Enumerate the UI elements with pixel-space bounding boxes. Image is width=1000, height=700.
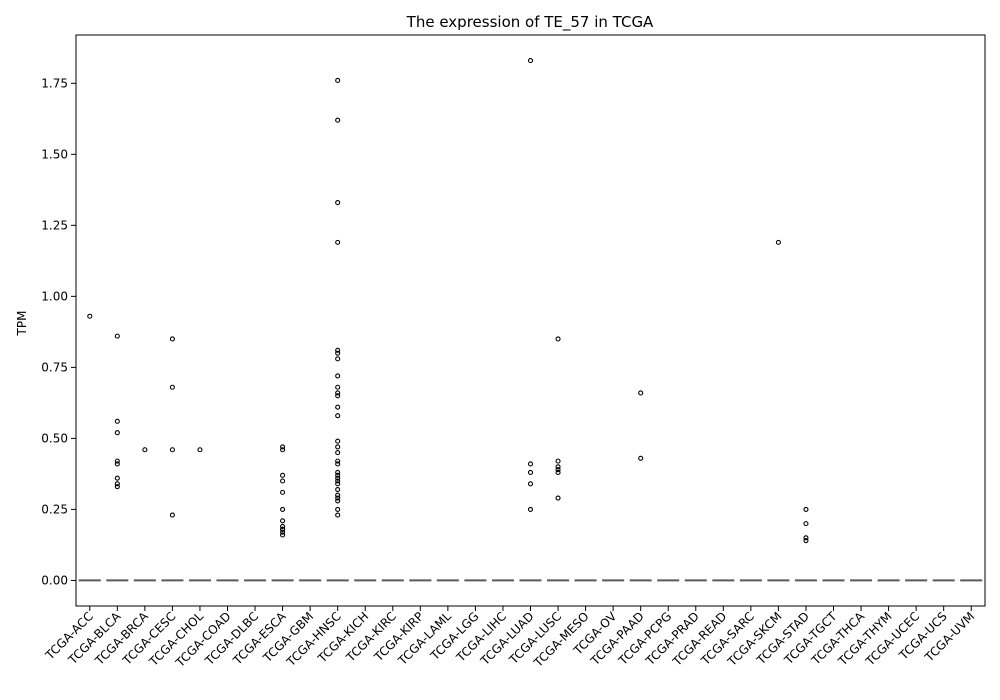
- outlier-point: [280, 489, 286, 495]
- outlier-point: [280, 529, 286, 535]
- y-axis-label: TPM: [15, 311, 29, 337]
- outlier-point: [555, 458, 561, 464]
- outlier-point: [335, 458, 341, 464]
- outlier-point: [335, 495, 341, 501]
- outlier-point: [335, 461, 341, 467]
- outlier-point: [114, 481, 120, 487]
- outlier-point: [527, 58, 534, 64]
- plot-area: 0.000.250.500.751.001.251.501.75TCGA-ACC…: [41, 58, 983, 670]
- outlier-point: [335, 404, 341, 410]
- outlier-point: [142, 447, 148, 453]
- outlier-point: [114, 475, 120, 481]
- outlier-point: [335, 498, 341, 504]
- outlier-point: [169, 512, 175, 518]
- outlier-point: [335, 347, 341, 353]
- outlier-point: [169, 447, 175, 453]
- outlier-point: [555, 469, 561, 476]
- outlier-point: [335, 506, 341, 512]
- outlier-point: [114, 418, 120, 424]
- y-tick-label: 0.25: [41, 502, 68, 516]
- y-tick-label: 0.50: [41, 431, 68, 445]
- outlier-point: [803, 538, 809, 544]
- outlier-point: [803, 521, 809, 527]
- outlier-point: [114, 430, 120, 436]
- outlier-point: [280, 532, 286, 538]
- outlier-point: [335, 77, 341, 84]
- outlier-point: [527, 469, 534, 476]
- outlier-point: [803, 535, 809, 541]
- outlier-point: [280, 447, 286, 453]
- outlier-point: [555, 495, 561, 501]
- y-tick-label: 1.50: [41, 147, 68, 161]
- outlier-point: [280, 472, 286, 478]
- outlier-point: [335, 472, 341, 478]
- outlier-point: [335, 481, 341, 487]
- outlier-point: [527, 481, 534, 487]
- outlier-point: [169, 336, 175, 342]
- outlier-point: [335, 475, 341, 481]
- outlier-point: [335, 350, 341, 356]
- outlier-point: [114, 333, 120, 339]
- outlier-point: [803, 506, 809, 512]
- outlier-point: [335, 117, 341, 123]
- outlier-point: [335, 200, 341, 206]
- y-tick-label: 1.75: [41, 76, 68, 90]
- outlier-point: [335, 239, 341, 245]
- outlier-point: [114, 461, 120, 467]
- outlier-point: [638, 390, 644, 396]
- outlier-point: [335, 478, 341, 484]
- outlier-point: [335, 384, 341, 390]
- outlier-point: [335, 450, 341, 456]
- y-tick-label: 0.75: [41, 360, 68, 374]
- outlier-point: [335, 492, 341, 498]
- outlier-point: [555, 467, 561, 473]
- outlier-point: [114, 458, 120, 464]
- y-tick-label: 1.25: [41, 218, 68, 232]
- outlier-point: [335, 438, 341, 444]
- outlier-point: [638, 455, 644, 461]
- outlier-point: [335, 390, 341, 396]
- outlier-point: [527, 506, 534, 512]
- outlier-point: [197, 447, 203, 453]
- outlier-point: [775, 239, 781, 245]
- outlier-point: [555, 336, 561, 342]
- outlier-point: [280, 444, 286, 450]
- outlier-point: [335, 512, 341, 518]
- outlier-point: [280, 523, 286, 530]
- outlier-point: [280, 526, 286, 532]
- outlier-point: [527, 461, 534, 467]
- outlier-point: [114, 484, 120, 490]
- outlier-point: [555, 464, 561, 470]
- outlier-point: [335, 373, 341, 379]
- outlier-point: [335, 413, 341, 419]
- outlier-point: [335, 486, 341, 493]
- outlier-point: [335, 469, 341, 476]
- y-tick-label: 1.00: [41, 289, 68, 303]
- y-tick-label: 0.00: [41, 573, 68, 587]
- chart-title: The expression of TE_57 in TCGA: [406, 13, 654, 32]
- outlier-point: [280, 478, 286, 484]
- outlier-point: [280, 506, 286, 512]
- outlier-point: [335, 356, 341, 362]
- outlier-point: [335, 393, 341, 399]
- outlier-point: [87, 313, 93, 319]
- outlier-point: [335, 444, 341, 450]
- outlier-point: [169, 384, 175, 390]
- axes-frame: [75, 34, 986, 607]
- outlier-point: [280, 518, 286, 524]
